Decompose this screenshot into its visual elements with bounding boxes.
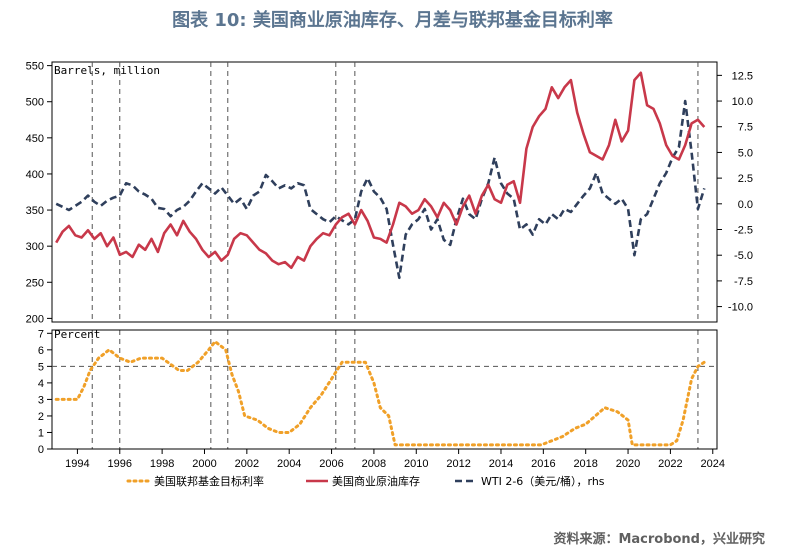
lower-tick-label: 6 xyxy=(38,345,44,357)
legend-label: WTI 2-6（美元/桶），rhs xyxy=(481,474,605,488)
left-tick-label: 350 xyxy=(26,205,44,217)
x-tick-label: 2002 xyxy=(235,458,259,470)
x-tick-label: 2018 xyxy=(573,458,597,470)
lower-tick-label: 0 xyxy=(38,444,44,456)
left-tick-label: 550 xyxy=(26,61,44,73)
right-tick-label: -5.0 xyxy=(734,250,753,262)
lower-tick-label: 3 xyxy=(38,394,44,406)
lower-tick-label: 5 xyxy=(38,361,44,373)
lower-tick-label: 7 xyxy=(38,328,44,340)
right-tick-label: 2.5 xyxy=(738,173,753,185)
legend-label: 美国商业原油库存 xyxy=(332,474,420,488)
left-tick-label: 200 xyxy=(26,313,44,325)
lower-tick-label: 2 xyxy=(38,411,44,423)
figure-title: 图表 10: 美国商业原油库存、月差与联邦基金目标利率 xyxy=(172,10,613,31)
x-tick-label: 2020 xyxy=(616,458,640,470)
left-tick-label: 300 xyxy=(26,241,44,253)
upper-unit-label: Barrels, million xyxy=(54,64,160,77)
fed-funds-line xyxy=(54,340,706,447)
x-tick-label: 2004 xyxy=(277,458,301,470)
x-tick-label: 2010 xyxy=(404,458,428,470)
left-tick-label: 250 xyxy=(26,277,44,289)
x-tick-label: 2008 xyxy=(362,458,386,470)
upper-panel: 200 250 300 350 400 450 500 550 -10.0 -7.5 -5.0 -2.… xyxy=(26,61,753,326)
x-tick-label: 2022 xyxy=(658,458,682,470)
x-tick-label: 2016 xyxy=(531,458,555,470)
x-tick-label: 2000 xyxy=(192,458,216,470)
wti-spread-line xyxy=(55,99,706,280)
lower-tick-label: 1 xyxy=(38,427,44,439)
lower-plot-frame xyxy=(51,329,718,450)
x-tick-label: 2012 xyxy=(446,458,470,470)
right-tick-label: 7.5 xyxy=(738,122,753,134)
source-note: 资料来源：Macrobond，兴业研究 xyxy=(553,532,765,547)
inventory-line xyxy=(55,71,706,270)
legend: 美国联邦基金目标利率 美国商业原油库存 WTI 2-6（美元/桶），rhs xyxy=(126,474,605,488)
x-tick-label: 2014 xyxy=(489,458,513,470)
right-tick-label: 0.0 xyxy=(738,199,753,211)
x-tick-label: 2006 xyxy=(319,458,343,470)
right-tick-label: -10.0 xyxy=(728,302,753,314)
left-tick-label: 450 xyxy=(26,133,44,145)
left-tick-label: 400 xyxy=(26,169,44,181)
right-tick-label: -7.5 xyxy=(734,276,753,288)
lower-panel: 0 1 2 3 4 5 6 7 Percent 1994 1996 1998 2000 2002 2004 2… xyxy=(38,328,725,470)
lower-unit-label: Percent xyxy=(54,328,100,341)
legend-label: 美国联邦基金目标利率 xyxy=(154,474,264,488)
left-tick-label: 500 xyxy=(26,97,44,109)
right-tick-label: 12.5 xyxy=(732,70,753,82)
x-tick-label: 1998 xyxy=(150,458,174,470)
right-tick-label: 10.0 xyxy=(732,96,753,108)
upper-plot-frame xyxy=(51,61,718,323)
x-tick-label: 1994 xyxy=(65,458,89,470)
x-tick-label: 1996 xyxy=(108,458,132,470)
lower-tick-label: 4 xyxy=(38,378,44,390)
right-tick-label: 5.0 xyxy=(738,147,753,159)
right-tick-label: -2.5 xyxy=(734,225,753,237)
x-tick-label: 2024 xyxy=(701,458,725,470)
